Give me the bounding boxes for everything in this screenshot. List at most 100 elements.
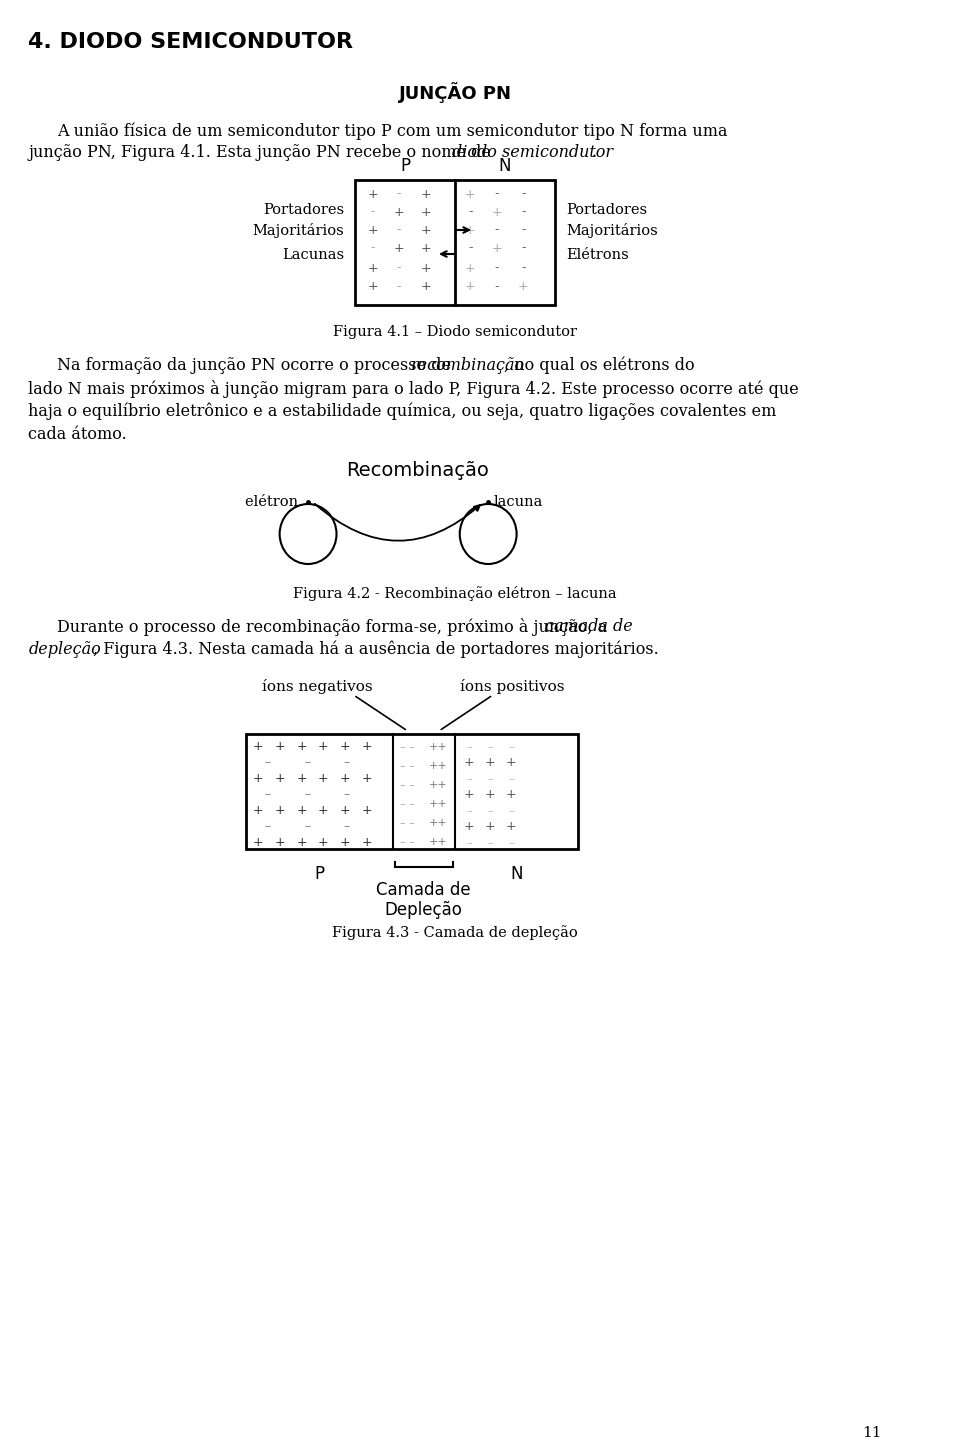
Text: +: + xyxy=(420,262,431,275)
Text: –: – xyxy=(304,821,310,833)
Text: Portadores: Portadores xyxy=(263,202,344,217)
Text: –: – xyxy=(467,839,472,847)
Text: +: + xyxy=(420,205,431,218)
Text: Na formação da junção PN ocorre o processo de: Na formação da junção PN ocorre o proces… xyxy=(57,357,456,374)
Text: –: – xyxy=(488,775,492,783)
Text: +: + xyxy=(368,281,378,294)
Text: -: - xyxy=(521,188,525,201)
Text: +: + xyxy=(420,188,431,201)
Text: lado N mais próximos à junção migram para o lado P, Figura 4.2. Este processo oc: lado N mais próximos à junção migram par… xyxy=(29,380,799,397)
Text: –: – xyxy=(467,743,472,751)
Text: P: P xyxy=(314,865,324,882)
Text: –: – xyxy=(488,807,492,815)
Text: – –: – – xyxy=(400,799,415,810)
FancyArrowPatch shape xyxy=(356,696,405,729)
Bar xyxy=(355,181,555,304)
Text: -: - xyxy=(521,262,525,275)
Text: – –: – – xyxy=(400,837,415,847)
Text: -: - xyxy=(521,242,525,255)
Text: Recombinação: Recombinação xyxy=(346,462,489,480)
Text: Durante o processo de recombinação forma-se, próximo à junção, a: Durante o processo de recombinação forma… xyxy=(57,617,612,636)
Text: Depleção: Depleção xyxy=(385,901,463,919)
Text: –: – xyxy=(344,757,350,770)
Text: –: – xyxy=(264,821,271,833)
Text: +: + xyxy=(465,224,475,236)
Text: –: – xyxy=(467,775,472,783)
Text: +: + xyxy=(340,837,350,849)
Text: –: – xyxy=(304,757,310,770)
Text: – –: – – xyxy=(400,761,415,772)
Text: Majoritários: Majoritários xyxy=(565,223,658,237)
Text: +: + xyxy=(318,741,328,754)
Text: +: + xyxy=(394,242,404,255)
Text: +: + xyxy=(368,188,378,201)
Text: – –: – – xyxy=(400,818,415,828)
Text: +: + xyxy=(318,837,328,849)
Bar xyxy=(247,734,578,849)
Text: Camada de: Camada de xyxy=(376,881,471,898)
Text: +: + xyxy=(465,262,475,275)
Text: N: N xyxy=(498,157,511,175)
Text: –: – xyxy=(344,821,350,833)
Text: +: + xyxy=(465,281,475,294)
Text: íons negativos: íons negativos xyxy=(262,678,372,695)
Text: –: – xyxy=(508,743,514,751)
Text: +: + xyxy=(506,789,516,801)
Text: –: – xyxy=(304,789,310,801)
Text: junção PN, Figura 4.1. Esta junção PN recebe o nome de: junção PN, Figura 4.1. Esta junção PN re… xyxy=(29,144,496,162)
Text: +: + xyxy=(518,281,529,294)
Text: ++: ++ xyxy=(428,818,447,828)
Text: +: + xyxy=(340,805,350,817)
Text: –: – xyxy=(264,789,271,801)
Text: +: + xyxy=(296,805,307,817)
Text: Lacunas: Lacunas xyxy=(282,248,344,262)
Text: +: + xyxy=(362,741,372,754)
Text: elétron: elétron xyxy=(245,495,302,510)
Text: +: + xyxy=(362,805,372,817)
Text: +: + xyxy=(368,224,378,236)
Text: +: + xyxy=(464,757,474,770)
Text: -: - xyxy=(494,262,499,275)
Text: diodo semicondutor: diodo semicondutor xyxy=(452,144,613,162)
Text: +: + xyxy=(394,205,404,218)
Text: +: + xyxy=(296,837,307,849)
Text: -: - xyxy=(396,262,401,275)
Text: –: – xyxy=(508,775,514,783)
Text: +: + xyxy=(275,741,285,754)
Text: -: - xyxy=(396,281,401,294)
Text: íons positivos: íons positivos xyxy=(460,678,564,695)
Text: -: - xyxy=(468,242,472,255)
Text: lacuna: lacuna xyxy=(493,495,543,510)
Text: cada átomo.: cada átomo. xyxy=(29,427,127,443)
Text: – –: – – xyxy=(400,743,415,751)
Text: Figura 4.2 - Recombinação elétron – lacuna: Figura 4.2 - Recombinação elétron – lacu… xyxy=(293,585,617,601)
Text: recombinação: recombinação xyxy=(411,357,524,374)
Text: +: + xyxy=(485,757,495,770)
Text: , no qual os elétrons do: , no qual os elétrons do xyxy=(504,357,695,374)
Text: , Figura 4.3. Nesta camada há a ausência de portadores majoritários.: , Figura 4.3. Nesta camada há a ausência… xyxy=(93,641,659,658)
Text: ++: ++ xyxy=(428,780,447,791)
Text: +: + xyxy=(252,837,263,849)
Text: +: + xyxy=(506,757,516,770)
Text: –: – xyxy=(264,757,271,770)
Text: -: - xyxy=(468,205,472,218)
Text: Majoritários: Majoritários xyxy=(252,223,344,237)
Text: +: + xyxy=(485,821,495,833)
Text: +: + xyxy=(362,773,372,785)
Text: +: + xyxy=(318,773,328,785)
Text: -: - xyxy=(396,224,401,236)
Text: +: + xyxy=(296,741,307,754)
Text: Portadores: Portadores xyxy=(565,202,647,217)
Text: -: - xyxy=(494,281,499,294)
Text: -: - xyxy=(396,188,401,201)
Text: +: + xyxy=(464,821,474,833)
Text: +: + xyxy=(506,821,516,833)
Text: haja o equilíbrio eletrônico e a estabilidade química, ou seja, quatro ligações : haja o equilíbrio eletrônico e a estabil… xyxy=(29,403,777,421)
Text: +: + xyxy=(275,773,285,785)
Text: -: - xyxy=(521,205,525,218)
Text: +: + xyxy=(464,789,474,801)
Text: P: P xyxy=(400,157,411,175)
Text: Figura 4.1 – Diodo semicondutor: Figura 4.1 – Diodo semicondutor xyxy=(333,325,577,339)
Text: +: + xyxy=(362,837,372,849)
Text: –: – xyxy=(508,807,514,815)
